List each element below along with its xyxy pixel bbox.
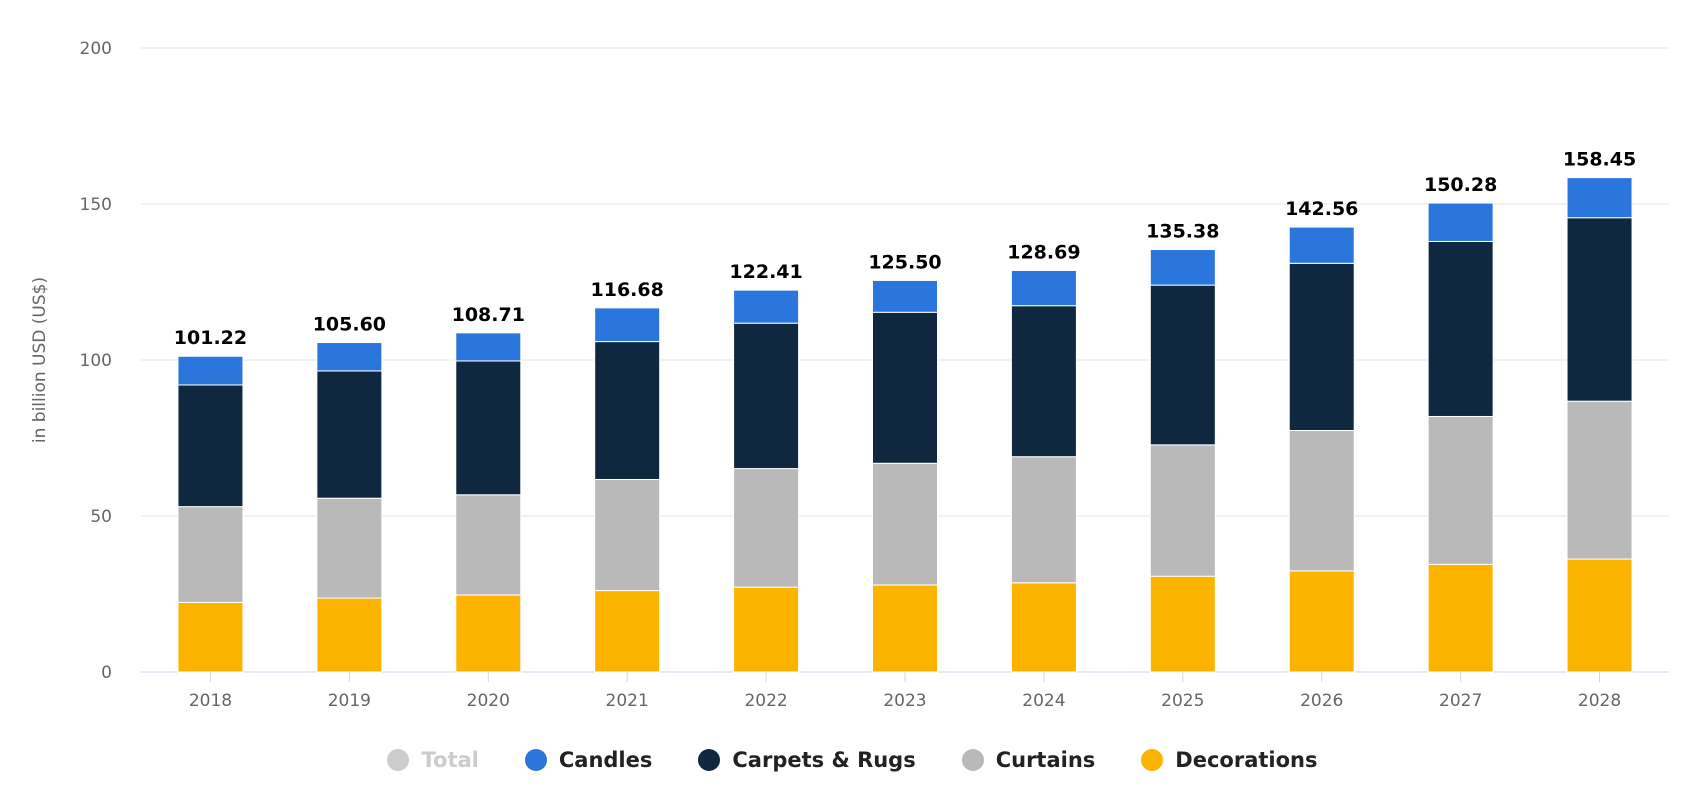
bar-decorations [316,597,383,673]
y-tick-label: 50 [90,507,112,527]
x-tick-label: 2024 [1022,691,1065,711]
bar-carpets-rugs [1427,240,1494,417]
total-data-label: 128.69 [1007,241,1080,263]
bar-decorations [872,584,938,673]
legend-item-total[interactable]: Total [387,748,479,772]
bar-decorations [455,594,522,673]
legend-item-carpets-rugs[interactable]: Carpets & Rugs [698,748,916,772]
bar-curtains [1149,444,1216,577]
x-tick-label: 2022 [744,691,787,711]
bar-candles [1427,202,1494,242]
total-data-label: 135.38 [1146,221,1219,243]
y-tick-label: 150 [80,195,112,215]
y-tick-label: 200 [80,39,112,59]
bar-decorations [177,601,244,673]
x-tick-label: 2023 [883,691,926,711]
bar-carpets-rugs [1566,217,1633,402]
bar-candles [1566,177,1633,219]
bar-candles [594,307,661,343]
bar-carpets-rugs [455,360,522,496]
bar-decorations [733,586,800,673]
legend-item-curtains[interactable]: Curtains [961,748,1096,772]
bar-curtains [733,468,800,588]
bar-carpets-rugs [872,311,938,464]
bar-carpets-rugs [1149,284,1216,446]
total-data-label: 125.50 [868,251,941,273]
legend-item-decorations[interactable]: Decorations [1141,748,1318,772]
legend: Total Candles Carpets & Rugs Curtains Decora… [0,748,1705,772]
bar-curtains [594,478,661,592]
bar-carpets-rugs [177,384,244,508]
bar-carpets-rugs [594,341,661,480]
total-data-label: 158.45 [1563,149,1636,171]
legend-dot-icon [1141,749,1164,771]
total-data-label: 142.56 [1285,198,1358,220]
x-tick-label: 2018 [189,691,232,711]
legend-label: Carpets & Rugs [732,748,916,772]
x-tick-label: 2028 [1578,691,1621,711]
total-data-label: 116.68 [591,279,664,301]
total-data-label: 108.71 [452,304,525,326]
bar-curtains [316,497,383,599]
total-data-label: 101.22 [174,327,247,349]
x-tick-label: 2020 [467,691,510,711]
bar-curtains [1288,430,1355,572]
legend-label: Decorations [1175,748,1318,772]
legend-dot-icon [961,749,984,771]
y-axis-title: in billion USD (US$) [30,277,50,443]
y-tick-label: 100 [80,351,112,371]
bar-decorations [1149,575,1216,673]
x-tick-label: 2026 [1300,691,1343,711]
bar-decorations [1010,582,1077,673]
bar-candles [872,279,938,313]
x-tick-label: 2019 [328,691,371,711]
bar-decorations [1566,558,1633,673]
bar-candles [1288,226,1355,264]
bar-candles [177,355,244,386]
bar-candles [316,342,383,372]
bar-decorations [1427,563,1494,673]
bar-candles [455,332,522,362]
bar-curtains [1566,400,1633,560]
legend-dot-icon [698,749,721,771]
bar-curtains [1010,456,1077,584]
bar-decorations [594,590,661,673]
x-tick-label: 2025 [1161,691,1204,711]
bar-candles [1010,269,1077,307]
total-data-label: 150.28 [1424,174,1497,196]
legend-label: Candles [558,748,653,772]
total-data-label: 122.41 [729,261,802,283]
bar-candles [1149,249,1216,286]
bar-carpets-rugs [1288,262,1355,432]
bar-curtains [177,506,244,603]
bar-curtains [455,494,522,596]
x-tick-label: 2027 [1439,691,1482,711]
legend-label: Curtains [995,748,1096,772]
bar-candles [733,289,800,324]
total-data-label: 105.60 [313,314,386,336]
y-tick-label: 0 [101,663,112,683]
bar-decorations [1288,570,1355,673]
bar-curtains [1427,415,1494,565]
legend-dot-icon [524,749,547,771]
legend-dot-icon [387,749,410,771]
x-tick-label: 2021 [606,691,649,711]
bar-carpets-rugs [733,322,800,470]
bar-curtains [872,462,938,586]
legend-label: Total [421,748,479,772]
bar-carpets-rugs [1010,305,1077,458]
bar-carpets-rugs [316,370,383,499]
legend-item-candles[interactable]: Candles [524,748,653,772]
